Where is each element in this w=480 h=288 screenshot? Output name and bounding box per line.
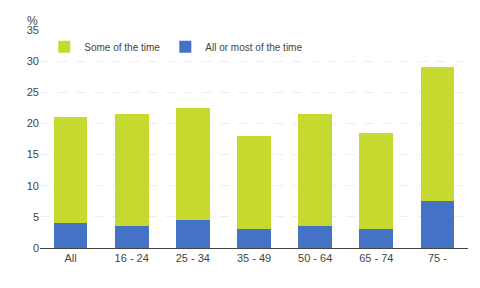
svg-text:16 - 24: 16 - 24 <box>115 252 149 264</box>
svg-text:35: 35 <box>27 24 39 36</box>
svg-text:10: 10 <box>27 180 39 192</box>
svg-text:25 - 34: 25 - 34 <box>176 252 210 264</box>
svg-text:%: % <box>27 14 38 28</box>
svg-text:35 - 49: 35 - 49 <box>237 252 271 264</box>
svg-text:All: All <box>64 252 76 264</box>
svg-text:15: 15 <box>27 148 39 160</box>
svg-text:65 - 74: 65 - 74 <box>359 252 393 264</box>
svg-text:20: 20 <box>27 117 39 129</box>
svg-text:50 - 64: 50 - 64 <box>298 252 332 264</box>
svg-text:25: 25 <box>27 86 39 98</box>
svg-text:5: 5 <box>33 211 39 223</box>
svg-text:75 -: 75 - <box>428 252 447 264</box>
svg-text:0: 0 <box>33 242 39 254</box>
svg-text:30: 30 <box>27 55 39 67</box>
svg-text:Some of the time: Some of the time <box>84 42 160 53</box>
svg-text:All or most of the time: All or most of the time <box>205 42 302 53</box>
